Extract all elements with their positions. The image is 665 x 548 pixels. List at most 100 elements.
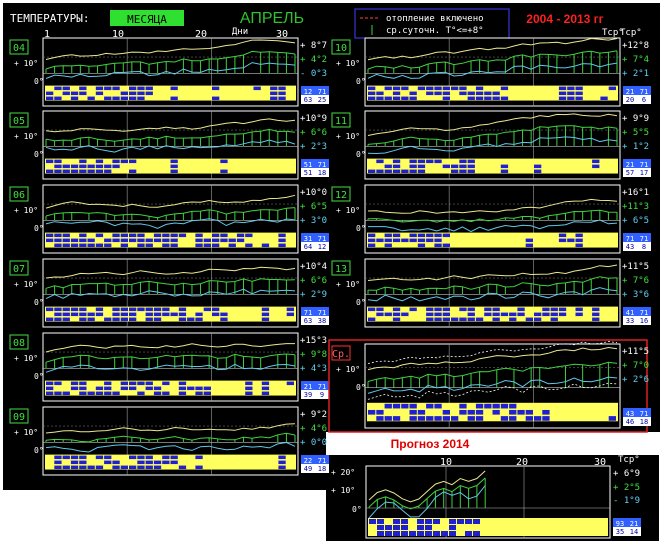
- year-panel-11-count-0: 21: [626, 161, 634, 169]
- year-panel-06-heating-day: [62, 238, 70, 243]
- year-panel-08-axis-zero: 0°: [34, 372, 44, 381]
- year-panel-05-heating-day: [70, 169, 79, 174]
- forecast-max-line: [368, 470, 486, 503]
- year-panel-04-heating-day: [54, 96, 62, 101]
- year-panel-07-heating-day: [129, 317, 137, 322]
- month-button-bg[interactable]: [110, 10, 184, 26]
- year-panel-06-heating-day: [95, 233, 104, 238]
- forecast-axis-plus20: + 20°: [331, 468, 355, 477]
- year-panel-08-count-3: 71: [318, 383, 326, 391]
- year-panel-11-heating-day: [384, 169, 392, 174]
- year-panel-06-heating-day: [278, 243, 286, 248]
- year-panel-11-heating-day: [459, 169, 467, 174]
- average-panel-heating-day: [376, 416, 384, 421]
- year-panel-07-heating-day: [87, 317, 95, 322]
- average-panel-heating-day: [475, 416, 484, 421]
- year-panel-11-count-box: 21 71 57 17: [623, 159, 651, 177]
- year-panel-11-heating-day: [368, 169, 376, 174]
- year-panel-06-heating-day: [137, 233, 145, 238]
- year-panel-04-heating-day: [170, 96, 178, 101]
- year-panel-13-min-value: + 3°6: [622, 290, 649, 300]
- average-panel-heating-day: [384, 403, 392, 409]
- year-panel-09-heating-day: [278, 455, 286, 460]
- year-panel-10-heating-day: [434, 91, 442, 96]
- year-panel-10-heating-day: [384, 96, 392, 101]
- year-panel-12-heating-day: [442, 243, 450, 248]
- year-panel-07-heating-day: [145, 312, 153, 317]
- year-panel-09-heating-day: [95, 465, 104, 470]
- year-panel-06-heating-day: [195, 243, 203, 248]
- year-panel-04-heating-day: [129, 96, 137, 101]
- year-panel-12-axis-zero: 0°: [356, 224, 366, 233]
- year-panel-04-heating-day: [170, 86, 178, 91]
- year-panel-06-heating-day: [87, 238, 95, 243]
- forecast-frame: [365, 465, 611, 539]
- year-panel-06-heating-day: [95, 243, 104, 248]
- year-panel-13-heating-day: [368, 307, 376, 312]
- year-panel-10-heating-day: [392, 91, 401, 96]
- year-panel-10-heating-day: [608, 86, 616, 91]
- forecast-heating-day: [417, 519, 424, 524]
- year-panel-11-min-value: + 1°2: [622, 142, 649, 152]
- year-panel-10-heating-day: [567, 91, 575, 96]
- year-panel-10-heating-day: [600, 96, 608, 101]
- year-panel-06-heating-day: [62, 243, 70, 248]
- forecast-heating-day: [377, 525, 384, 530]
- year-panel-07-heating-day: [187, 317, 195, 322]
- year-panel-10-frame: [364, 37, 621, 107]
- year-panel-06-heating-day: [54, 243, 62, 248]
- year-panel-10-heating-day: [492, 96, 500, 101]
- year-panel-10-heating-day: [442, 91, 450, 96]
- average-panel-heating-day: [417, 409, 426, 415]
- year-panel-12-heating-day: [567, 238, 575, 243]
- average-panel-heating-day: [509, 416, 517, 421]
- day-tick-30: 30: [276, 29, 288, 40]
- year-panel-08-count-0: 21: [304, 383, 312, 391]
- year-panel-07-heating-day: [46, 317, 54, 322]
- forecast-count-3: 21: [630, 520, 638, 528]
- year-panel-04-count-box: 12 71 63 25: [301, 86, 329, 104]
- year-panel-09-heating-day: [145, 455, 153, 460]
- year-panel-11-heating-day: [392, 164, 401, 169]
- year-panel-07-heating-day: [286, 307, 294, 312]
- year-panel-08-avg-value: + 9°8: [300, 350, 327, 360]
- year-panel-09-heating-day: [112, 465, 120, 470]
- year-panel-11-avg-value: + 5°5: [622, 128, 649, 138]
- year-panel-10-heating-day: [567, 96, 575, 101]
- forecast-heating-day: [433, 531, 440, 536]
- forecast-heating-day: [449, 531, 456, 536]
- year-panel-09-heating-day: [87, 465, 95, 470]
- average-panel-max-value: +11°5: [622, 347, 649, 357]
- year-panel-09-axis-zero: 0°: [34, 446, 44, 455]
- year-panel-06-label: 06: [13, 190, 25, 201]
- year-panel-05-heating-day: [129, 159, 137, 164]
- year-panel-12-heating-day: [575, 238, 583, 243]
- year-panel-12-heating-day: [368, 233, 376, 238]
- year-panel-06-heating-day: [70, 238, 79, 243]
- average-panel-heating-day: [492, 409, 500, 415]
- year-panel-09-min-line: [45, 441, 296, 453]
- year-panel-08-heating-day: [46, 381, 54, 386]
- year-panel-04-heating-day: [112, 86, 120, 91]
- average-panel-heating-day: [442, 409, 450, 415]
- average-panel-label: Ср.: [332, 349, 350, 360]
- year-panel-11-frame: [364, 110, 621, 180]
- month-button[interactable]: МЕСЯЦА: [110, 10, 184, 26]
- year-panel-12-heating-day: [384, 238, 392, 243]
- year-panel-08-heating-day: [162, 391, 170, 396]
- year-panel-10-heating-day: [575, 86, 583, 91]
- year-panel-13-heating-day: [376, 307, 384, 312]
- year-panel-04-heating-day: [46, 96, 54, 101]
- forecast-count-1: 35: [616, 528, 624, 536]
- year-panel-08-heating-day: [129, 386, 137, 391]
- year-panel-04-min-value: - 0°3: [300, 69, 327, 79]
- year-panel-11-count-1: 57: [626, 169, 634, 177]
- year-panel-13-count-2: 16: [640, 317, 648, 325]
- year-panel-06-heating-day: [170, 233, 178, 238]
- year-panel-07-heating-day: [162, 307, 170, 312]
- year-panel-06-heating-day: [162, 243, 170, 248]
- year-panel-13-axis-zero: 0°: [356, 298, 366, 307]
- year-panel-05-count-1: 51: [304, 169, 312, 177]
- year-panel-08-heating-day: [145, 381, 153, 386]
